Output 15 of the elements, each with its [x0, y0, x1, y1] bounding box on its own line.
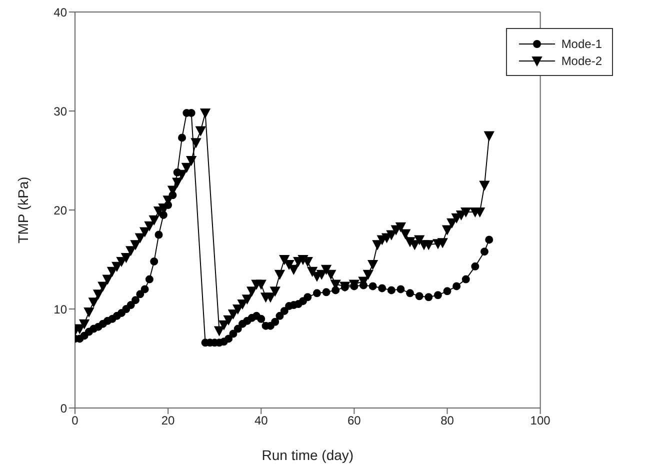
legend-label: Mode-1: [561, 36, 602, 50]
legend-label: Mode-2: [561, 54, 602, 68]
y-tick-label: 0: [60, 401, 68, 416]
y-tick-label: 40: [54, 5, 68, 20]
y-tick-label: 20: [54, 203, 68, 218]
y-tick-label: 30: [54, 104, 68, 118]
x-tick-label: 20: [161, 414, 176, 428]
x-tick-label: 40: [254, 414, 268, 428]
x-tick-label: 60: [348, 414, 362, 428]
x-axis-title: Run time (day): [262, 447, 354, 463]
x-tick-label: 100: [530, 414, 551, 428]
x-tick-label: 0: [72, 414, 79, 428]
y-tick-label: 10: [54, 302, 68, 316]
x-tick-label: 80: [440, 414, 454, 428]
y-axis-title: TMP (kPa): [14, 176, 31, 244]
